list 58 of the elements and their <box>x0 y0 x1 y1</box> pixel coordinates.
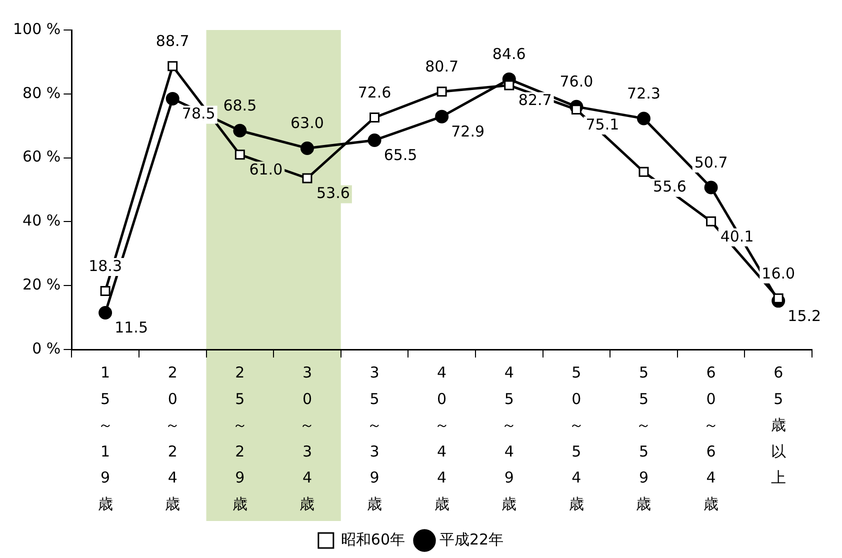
data-label: 72.6 <box>358 83 392 102</box>
y-tick-label: 100 % <box>12 20 61 38</box>
data-label: 53.6 <box>316 184 350 202</box>
point <box>436 86 447 97</box>
legend-label: 平成22年 <box>440 530 504 548</box>
data-label: 68.5 <box>223 96 257 115</box>
x-tick-label: 65歳以上 <box>770 364 786 487</box>
point <box>300 141 314 155</box>
y-tick-label: 60 % <box>22 148 61 166</box>
data-label: 55.6 <box>653 178 686 196</box>
y-tick-label: 20 % <box>22 275 61 294</box>
data-label: 72.9 <box>451 122 485 140</box>
x-tick-label: 55～59歳 <box>636 364 652 513</box>
x-tick-label: 60～64歳 <box>704 364 719 513</box>
data-label: 65.5 <box>384 146 418 164</box>
point <box>233 124 247 138</box>
point <box>706 216 716 226</box>
point <box>100 286 110 296</box>
y-tick-label: 40 % <box>22 212 61 230</box>
x-tick-label: 40～44歳 <box>434 364 450 513</box>
legend-label: 昭和60年 <box>340 530 406 548</box>
point <box>435 110 449 124</box>
x-tick-label: 25～29歳 <box>232 364 248 513</box>
point <box>636 112 650 126</box>
data-label: 15.2 <box>788 306 822 325</box>
point <box>166 92 180 106</box>
x-tick-label: 50～54歳 <box>568 364 584 513</box>
point <box>368 133 382 147</box>
data-label: 75.1 <box>586 115 620 134</box>
x-tick-label: 15～19歳 <box>98 364 113 513</box>
point <box>370 112 380 123</box>
data-label: 72.3 <box>627 84 660 102</box>
point <box>504 80 514 90</box>
data-label: 61.0 <box>249 160 283 178</box>
y-tick-label: 0 % <box>32 339 61 358</box>
data-label: 40.1 <box>720 227 754 246</box>
y-tick-label: 80 % <box>22 84 61 102</box>
point <box>302 173 312 184</box>
x-tick-label: 20～24歳 <box>165 364 180 513</box>
data-label: 78.5 <box>182 104 216 123</box>
data-label: 84.6 <box>492 45 526 64</box>
data-label: 82.7 <box>518 91 552 110</box>
data-label: 80.7 <box>425 58 459 76</box>
data-label: 16.0 <box>762 264 796 282</box>
x-tick-label: 45～49歳 <box>502 364 517 513</box>
data-label: 11.5 <box>114 318 148 337</box>
data-label: 18.3 <box>88 256 122 275</box>
point <box>234 150 245 160</box>
data-label: 76.0 <box>560 72 594 91</box>
point <box>704 180 718 194</box>
point <box>638 166 649 177</box>
data-label: 50.7 <box>694 153 728 172</box>
point <box>168 61 178 72</box>
data-label: 63.0 <box>290 114 324 132</box>
point <box>98 306 112 320</box>
data-label: 88.7 <box>156 32 190 50</box>
x-tick-label: 35～39歳 <box>367 364 382 513</box>
x-tick-label: 30～34歳 <box>300 364 315 513</box>
